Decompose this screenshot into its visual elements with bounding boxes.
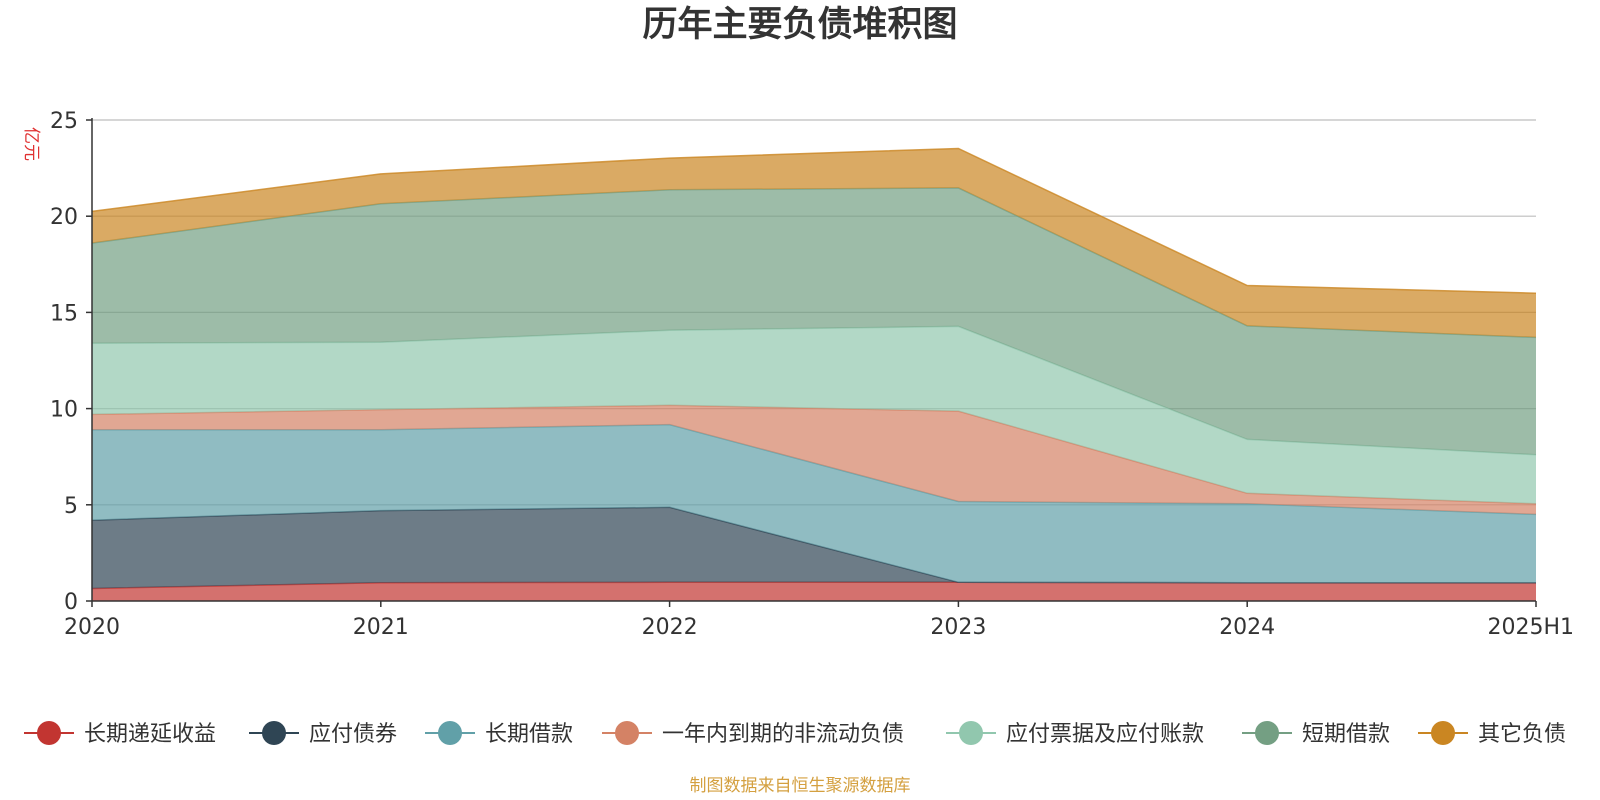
legend: 长期递延收益 应付债券 长期借款 一年内到期的非流动负债 应付票据及应付账款 短期借款 其它… xyxy=(24,721,1566,747)
legend-marker-1 xyxy=(37,721,61,745)
x-tick-label-2021: 2021 xyxy=(353,615,409,640)
y-tick-label-20: 20 xyxy=(50,205,78,230)
area-series-2 xyxy=(92,507,1536,589)
y-tick-label-0: 0 xyxy=(64,590,78,615)
y-tick-label-10: 10 xyxy=(50,398,78,423)
area-series-5 xyxy=(92,326,1536,504)
area-series-group xyxy=(91,147,1537,601)
legend-marker-7 xyxy=(1431,721,1455,745)
legend-item-6[interactable]: 短期借款 xyxy=(1242,721,1390,747)
legend-marker-2 xyxy=(262,721,286,745)
y-tick-label-25: 25 xyxy=(50,109,78,134)
area-series-4 xyxy=(92,405,1536,515)
x-tick-label-2025h1: 2025H1 xyxy=(1487,615,1574,640)
legend-item-1[interactable]: 长期递延收益 xyxy=(24,721,216,747)
area-series-6 xyxy=(92,187,1536,455)
legend-label-1: 长期递延收益 xyxy=(84,722,216,747)
legend-label-4: 一年内到期的非流动负债 xyxy=(662,722,904,747)
y-tick-label-15: 15 xyxy=(50,301,78,326)
x-tick-label-2020: 2020 xyxy=(64,615,120,640)
data-source-note: 制图数据来自恒生聚源数据库 xyxy=(690,776,911,796)
area-series-7 xyxy=(92,148,1536,338)
axes: 0 5 10 15 20 25 2020 2021 2022 2023 2024 2025H1 xyxy=(50,109,1574,640)
legend-marker-4 xyxy=(615,721,639,745)
legend-label-2: 应付债券 xyxy=(309,722,397,747)
legend-item-5[interactable]: 应付票据及应付账款 xyxy=(946,721,1204,747)
legend-item-3[interactable]: 长期借款 xyxy=(425,721,573,747)
series-line-7 xyxy=(91,147,1537,294)
legend-label-5: 应付票据及应付账款 xyxy=(1006,722,1204,747)
legend-marker-3 xyxy=(438,721,462,745)
area-series-3 xyxy=(92,424,1536,583)
x-tick-label-2024: 2024 xyxy=(1219,615,1275,640)
x-tick-label-2023: 2023 xyxy=(930,615,986,640)
x-tick-label-2022: 2022 xyxy=(642,615,698,640)
legend-item-2[interactable]: 应付债券 xyxy=(249,721,397,747)
legend-label-6: 短期借款 xyxy=(1302,722,1390,747)
legend-marker-6 xyxy=(1255,721,1279,745)
chart-title: 历年主要负债堆积图 xyxy=(642,5,957,45)
legend-label-3: 长期借款 xyxy=(485,722,573,747)
legend-item-4[interactable]: 一年内到期的非流动负债 xyxy=(602,721,904,747)
legend-marker-5 xyxy=(959,721,983,745)
legend-item-7[interactable]: 其它负债 xyxy=(1418,721,1566,747)
legend-label-7: 其它负债 xyxy=(1478,722,1566,747)
y-tick-label-5: 5 xyxy=(64,494,78,519)
area-series-1 xyxy=(92,582,1536,601)
y-axis-unit-label: 亿元 xyxy=(21,127,41,161)
